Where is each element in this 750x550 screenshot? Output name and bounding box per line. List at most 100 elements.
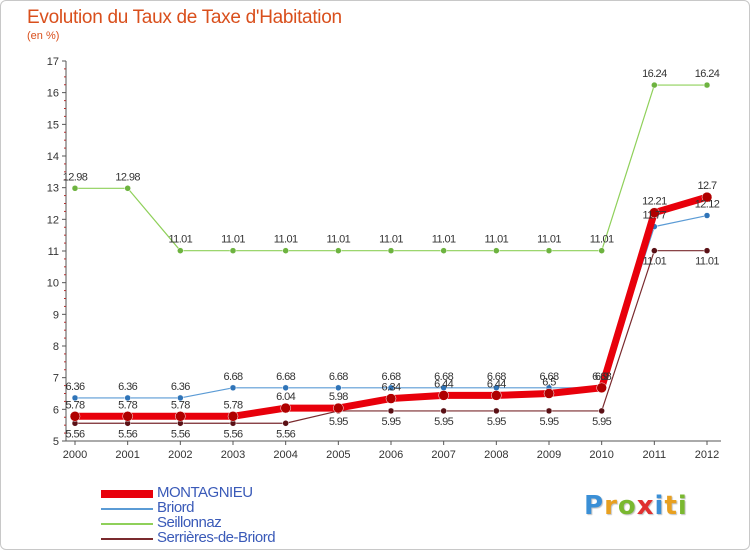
data-label: 6.44 — [434, 378, 453, 390]
data-label: 12.98 — [115, 171, 140, 183]
data-point — [69, 411, 81, 422]
data-point — [543, 388, 555, 399]
data-point — [124, 185, 131, 192]
data-label: 11.01 — [221, 234, 245, 246]
data-label: 11.01 — [537, 234, 561, 246]
x-tick-label: 2001 — [115, 449, 139, 461]
chart-title: Evolution du Taux de Taxe d'Habitation — [27, 7, 342, 28]
data-label: 6.68 — [223, 371, 242, 383]
legend-swatch — [101, 538, 153, 540]
data-label: 6.36 — [65, 381, 84, 393]
data-label: 5.78 — [171, 399, 190, 411]
data-point — [545, 247, 553, 254]
data-point — [649, 207, 660, 218]
x-tick-label: 2006 — [379, 449, 403, 461]
data-label: 5.98 — [329, 391, 348, 403]
data-point — [596, 382, 607, 394]
data-point — [335, 247, 342, 254]
legend-label: Briord — [157, 499, 195, 516]
data-point — [282, 247, 289, 254]
data-point — [335, 384, 342, 392]
brand-letter: o — [617, 491, 637, 521]
data-label: 6.36 — [171, 381, 190, 393]
data-label: 5.95 — [539, 416, 558, 428]
data-point — [124, 394, 131, 402]
x-tick-label: 2009 — [537, 449, 561, 461]
data-label: 12.12 — [695, 199, 720, 211]
x-tick-label: 2004 — [273, 449, 297, 461]
brand-letter: i — [654, 491, 665, 521]
chart-unit-label: (en %) — [27, 30, 60, 42]
data-point — [491, 390, 502, 401]
data-label: 6.34 — [381, 382, 400, 394]
data-label: 11.01 — [484, 234, 508, 246]
data-point — [282, 384, 289, 392]
data-label: 11.01 — [695, 256, 719, 268]
x-tick-label: 2012 — [695, 449, 719, 461]
data-label: 6.68 — [276, 371, 295, 383]
data-point — [280, 402, 291, 414]
data-point — [493, 247, 500, 254]
data-point — [701, 191, 713, 203]
data-label: 12.98 — [63, 171, 88, 183]
y-tick-label: 14 — [47, 151, 59, 163]
data-label: 11.01 — [274, 234, 298, 246]
data-label: 5.95 — [329, 416, 348, 428]
y-tick-label: 9 — [53, 309, 59, 321]
data-point — [651, 81, 658, 89]
data-label: 6.68 — [329, 371, 348, 383]
y-tick-label: 8 — [53, 341, 59, 353]
data-point — [438, 390, 449, 401]
data-point — [229, 247, 237, 254]
brand-letter: P — [584, 491, 605, 521]
data-point — [387, 247, 395, 254]
x-tick-label: 2003 — [221, 449, 245, 461]
data-label: 11.01 — [642, 256, 666, 268]
data-label: 5.78 — [118, 399, 137, 411]
x-tick-label: 2002 — [168, 449, 192, 461]
data-point — [175, 411, 186, 422]
x-tick-label: 2011 — [643, 449, 667, 461]
data-point — [385, 393, 397, 404]
data-label: 6.04 — [276, 391, 295, 403]
x-tick-label: 2008 — [484, 449, 508, 461]
brand-letter: x — [636, 491, 655, 521]
data-label: 6.36 — [118, 381, 137, 393]
data-point — [598, 247, 605, 254]
data-point — [227, 411, 239, 422]
data-point — [177, 247, 184, 254]
x-tick-label: 2010 — [589, 449, 613, 461]
legend-swatch — [101, 523, 153, 525]
data-label: 11.77 — [642, 210, 666, 222]
data-label: 5.56 — [118, 428, 137, 440]
data-point — [598, 407, 605, 415]
data-label: 6.68 — [381, 371, 400, 383]
brand-logo: Proxiti — [584, 491, 688, 521]
data-point — [387, 384, 395, 392]
data-point — [229, 384, 237, 392]
data-label: 11.01 — [432, 234, 456, 246]
data-label: 16.24 — [695, 68, 720, 80]
data-label: 5.95 — [592, 416, 611, 428]
data-label: 11.01 — [168, 234, 192, 246]
data-label: 16.24 — [642, 68, 667, 80]
data-label: 11.01 — [379, 234, 403, 246]
data-label: 5.95 — [487, 416, 506, 428]
y-tick-label: 10 — [47, 278, 59, 290]
data-label: 5.78 — [223, 399, 242, 411]
brand-letter: r — [604, 491, 618, 521]
data-point — [177, 394, 184, 402]
data-point — [71, 185, 79, 192]
data-label: 11.01 — [590, 234, 614, 246]
legend-label: MONTAGNIEU — [157, 484, 253, 501]
legend-label: Serrières-de-Briord — [157, 529, 276, 546]
data-point — [703, 212, 711, 219]
x-tick-label: 2000 — [63, 449, 87, 461]
data-point — [122, 411, 133, 422]
legend-label: Seillonnaz — [157, 514, 222, 531]
data-label: 12.7 — [697, 180, 716, 192]
legend-swatch — [101, 508, 153, 510]
data-point — [440, 247, 447, 254]
